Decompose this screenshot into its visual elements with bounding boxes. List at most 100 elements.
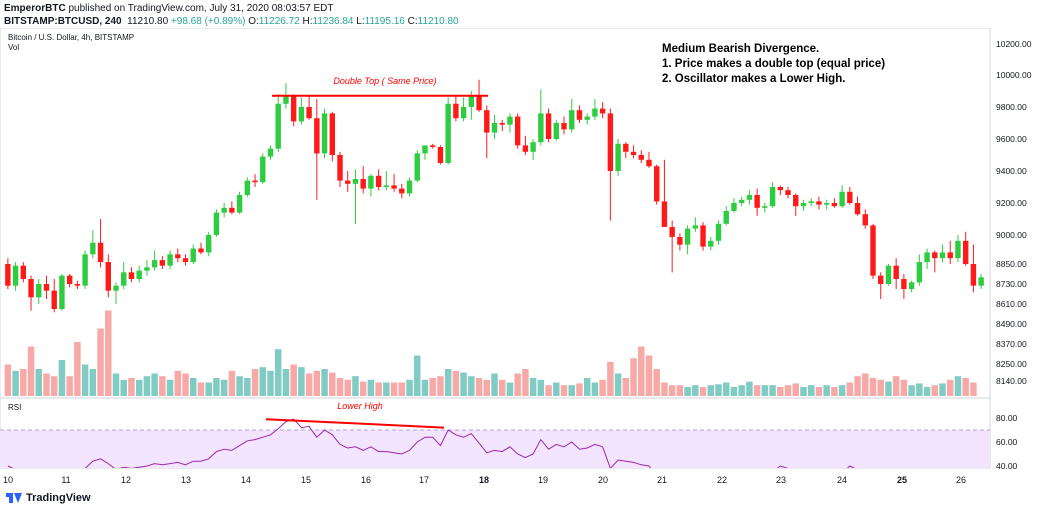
volume-bar — [352, 376, 359, 396]
rsi-tick-label: 60.00 — [996, 437, 1018, 447]
volume-bar — [939, 383, 946, 396]
volume-bar — [406, 379, 413, 396]
volume-bar — [166, 379, 174, 396]
volume-bar — [653, 369, 660, 396]
volume-bar — [151, 373, 158, 396]
volume-bar — [491, 373, 498, 396]
time-tick-label: 11 — [61, 475, 70, 485]
lower-high-line — [265, 418, 445, 429]
candle-body — [738, 199, 745, 203]
volume-bar — [89, 369, 97, 396]
time-tick-label: 19 — [538, 475, 548, 485]
candle-body — [113, 285, 119, 291]
volume-bar — [437, 376, 444, 396]
volume-bar — [58, 360, 66, 396]
candle-body — [260, 156, 266, 183]
volume-bar — [954, 376, 962, 396]
candle-body — [422, 145, 428, 154]
candle-body — [932, 252, 938, 259]
volume-bar — [27, 346, 35, 396]
candle-body — [468, 95, 475, 107]
volume-bar — [761, 385, 769, 396]
price-tick-label: 8850.00 — [996, 259, 1027, 269]
volume-bar — [97, 328, 104, 396]
candle-body — [90, 242, 96, 255]
volume-bar — [807, 385, 815, 396]
candle-body — [684, 228, 691, 245]
price-tick-label: 9800.00 — [996, 102, 1027, 112]
volume-bar — [777, 387, 784, 396]
volume-bar — [923, 387, 931, 396]
candle-body — [731, 203, 737, 211]
footer-brand[interactable]: TradingView — [6, 492, 91, 504]
price-tick-label: 9600.00 — [996, 134, 1027, 144]
candle-body — [970, 264, 977, 286]
rsi-label: RSI — [8, 403, 21, 412]
volume-bar — [668, 385, 676, 396]
publish-header: EmperorBTC published on TradingView.com,… — [4, 2, 1034, 28]
candle-body — [514, 116, 521, 146]
candle-body — [854, 203, 861, 215]
volume-bar — [128, 378, 135, 396]
price-tick-label: 8730.00 — [996, 279, 1027, 289]
grid-lines — [0, 27, 991, 469]
price-chart-svg[interactable]: 10200.00 10000.00 9800.00 9600.00 9400.00 920… — [0, 27, 1040, 488]
volume-bar — [838, 385, 846, 396]
time-tick-label: 12 — [121, 475, 131, 485]
time-tick-label: 14 — [241, 475, 251, 485]
candle-body — [283, 95, 289, 104]
volume-bar — [900, 379, 908, 396]
chart-area[interactable]: 10200.00 10000.00 9800.00 9600.00 9400.00 920… — [0, 27, 1040, 488]
volume-bar — [190, 378, 197, 396]
candle-body — [692, 225, 699, 229]
volume-bar — [367, 379, 375, 396]
volume-bar — [35, 369, 43, 396]
volume-bar — [722, 382, 730, 396]
candle-body — [360, 179, 366, 189]
volume-bar — [135, 379, 143, 396]
candle-body — [368, 175, 374, 189]
candle-body — [43, 284, 50, 291]
price-tick-label: 9200.00 — [996, 198, 1027, 208]
candle-body — [5, 264, 11, 286]
volume-bar — [267, 370, 274, 396]
candle-body — [893, 265, 899, 279]
volume-bar — [707, 385, 715, 396]
candle-body — [870, 225, 876, 276]
time-tick-label: 20 — [598, 475, 608, 485]
author-name[interactable]: EmperorBTC — [4, 3, 66, 14]
volume-bar — [344, 379, 351, 396]
candle-body — [375, 175, 382, 187]
candle-body — [592, 108, 598, 117]
volume-bar — [591, 382, 599, 396]
candle-body — [878, 275, 884, 284]
volume-bar — [20, 369, 27, 396]
candle-body — [885, 265, 892, 284]
volume-bar — [452, 370, 460, 396]
candle-body — [669, 227, 675, 237]
candle-body — [430, 145, 436, 147]
candle-body — [399, 188, 405, 194]
volume-bar — [846, 382, 854, 396]
candle-body — [491, 123, 498, 133]
volume-bar — [869, 378, 877, 396]
candle-body — [862, 214, 868, 226]
candle-body — [121, 272, 127, 286]
last-price: 11210.80 — [127, 16, 169, 27]
candle-body — [213, 212, 220, 235]
price-tick-label: 8250.00 — [996, 359, 1027, 369]
lower-high-label: Lower High — [337, 401, 383, 411]
candle-body — [816, 201, 822, 205]
price-tick-label: 8610.00 — [996, 299, 1027, 309]
volume-bar — [220, 379, 228, 396]
candle-body — [607, 113, 614, 171]
symbol-name: BITSTAMP:BTCUSD, 240 — [4, 16, 122, 27]
ohlc-low: 11195.16 — [364, 16, 405, 27]
candle-body — [839, 191, 845, 207]
volume-bar — [390, 382, 398, 396]
time-tick-label: 10 — [3, 475, 13, 485]
volume-bar — [12, 370, 19, 396]
price-tick-label: 10200.00 — [996, 39, 1032, 49]
price-tick-label: 10000.00 — [996, 70, 1032, 80]
candle-body — [777, 187, 784, 191]
